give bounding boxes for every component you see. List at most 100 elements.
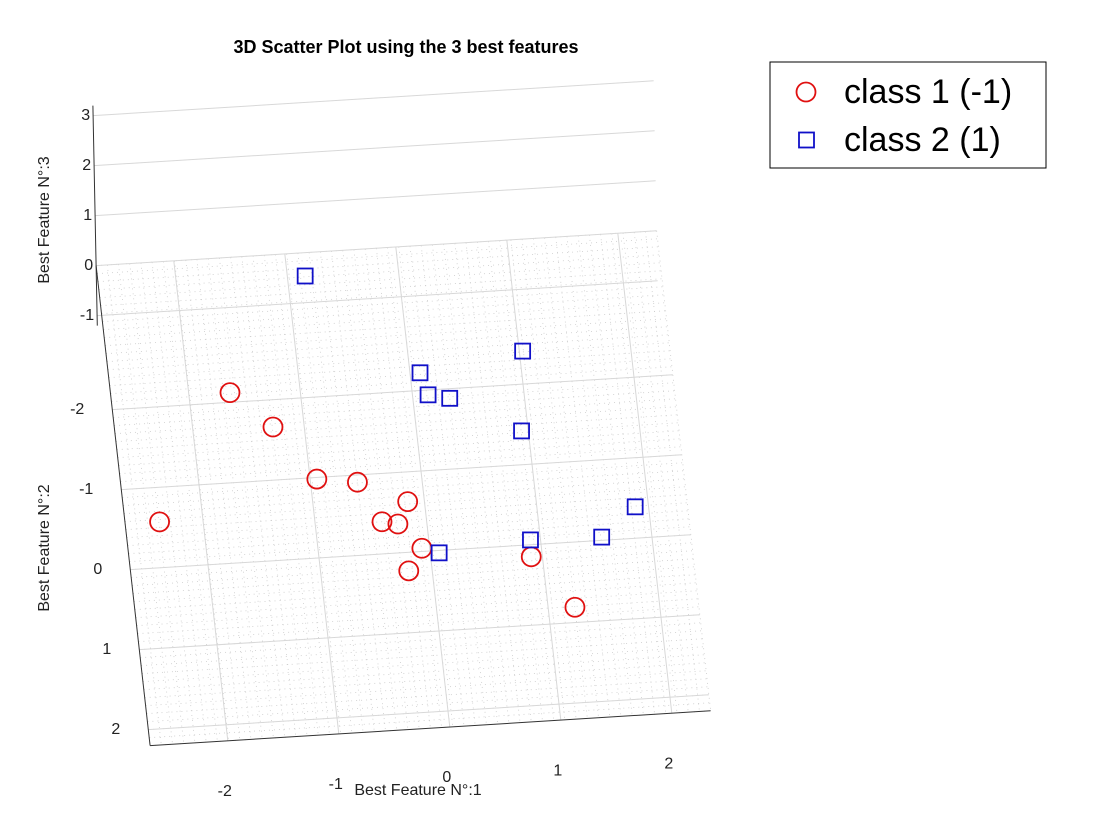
x-tick-label: 0 <box>442 769 451 786</box>
minor-grid <box>132 558 694 595</box>
minor-grid <box>544 237 599 718</box>
minor-grid <box>116 414 678 451</box>
minor-grid <box>476 241 532 722</box>
y-grid-line <box>139 614 700 651</box>
minor-grid <box>131 542 692 579</box>
point <box>149 511 170 533</box>
minor-grid <box>656 230 712 711</box>
chart-title: 3D Scatter Plot using the 3 best feature… <box>233 37 578 57</box>
point <box>441 389 459 407</box>
minor-grid <box>577 235 633 716</box>
minor-grid <box>230 257 286 738</box>
minor-grid <box>566 236 622 717</box>
minor-grid <box>342 250 398 731</box>
minor-grid <box>633 232 689 713</box>
y-tick-label: -2 <box>70 401 84 418</box>
minor-grid <box>119 438 681 475</box>
minor-grid <box>174 260 229 741</box>
minor-grid <box>143 654 705 691</box>
minor-grid <box>488 241 543 722</box>
minor-grid <box>387 247 442 728</box>
minor-grid <box>141 630 702 667</box>
x-tick-label: 1 <box>553 762 562 779</box>
minor-grid <box>207 258 263 739</box>
minor-grid <box>113 382 674 419</box>
minor-grid <box>97 246 659 283</box>
minor-grid <box>241 256 297 737</box>
y-tick-label: 1 <box>102 641 111 658</box>
minor-grid <box>308 252 364 733</box>
point <box>430 544 448 562</box>
x-tick-label: 2 <box>664 755 673 772</box>
z-axis-label: Best Feature N°:3 <box>36 156 53 283</box>
x-grid-line <box>284 253 340 734</box>
axis-line <box>92 105 98 326</box>
minor-grid <box>611 233 667 714</box>
axis-line <box>95 265 151 746</box>
legend-box <box>769 61 1047 169</box>
minor-grid <box>106 264 162 745</box>
z-grid-line <box>95 180 656 217</box>
y-tick-label: 0 <box>93 561 102 578</box>
point <box>347 471 368 493</box>
z-tick-label: 3 <box>81 107 90 124</box>
minor-grid <box>134 574 696 611</box>
x-grid-line <box>173 260 229 741</box>
minor-grid <box>140 622 701 659</box>
minor-grid <box>141 638 703 675</box>
point <box>411 537 433 559</box>
axis-line <box>150 710 711 747</box>
z-grid-line <box>93 80 654 117</box>
point <box>371 511 393 533</box>
minor-grid <box>103 294 664 331</box>
minor-grid <box>132 550 693 587</box>
minor-grid <box>124 486 686 523</box>
minor-grid <box>162 261 218 742</box>
minor-grid <box>263 255 319 736</box>
minor-grid <box>102 286 663 323</box>
minor-grid <box>122 462 683 499</box>
minor-grid <box>114 398 676 435</box>
minor-grid <box>120 446 681 483</box>
point <box>397 491 419 513</box>
minor-grid <box>432 244 487 725</box>
minor-grid <box>114 390 675 427</box>
minor-grid <box>98 254 660 291</box>
legend-label: class 2 (1) <box>844 121 1001 159</box>
minor-grid <box>146 678 708 715</box>
minor-grid <box>398 246 454 727</box>
minor-grid <box>106 326 668 363</box>
point <box>419 386 437 404</box>
minor-grid <box>137 598 699 635</box>
point <box>262 416 284 438</box>
z-tick-label: 0 <box>84 257 93 274</box>
minor-grid <box>115 406 677 443</box>
minor-grid <box>99 262 661 299</box>
minor-grid <box>409 246 465 727</box>
minor-grid <box>105 310 666 347</box>
minor-grid <box>252 255 308 736</box>
minor-grid <box>454 243 510 724</box>
minor-grid <box>588 234 644 716</box>
minor-grid <box>123 470 684 507</box>
minor-grid <box>133 566 695 603</box>
minor-grid <box>149 702 710 739</box>
point <box>411 364 429 382</box>
y-grid-line <box>130 534 691 571</box>
x-tick-label: -2 <box>218 783 232 800</box>
minor-grid <box>138 606 699 643</box>
minor-grid <box>104 302 665 339</box>
point <box>593 528 611 546</box>
minor-grid <box>275 254 330 735</box>
minor-grid <box>109 350 671 387</box>
point <box>522 531 539 549</box>
point <box>520 546 542 568</box>
x-grid-line <box>617 233 673 714</box>
minor-grid <box>219 257 274 739</box>
legend-marker <box>795 81 817 103</box>
x-grid-line <box>395 246 451 728</box>
z-tick-label: 1 <box>83 207 92 224</box>
minor-grid <box>110 358 672 395</box>
z-grid-line <box>97 280 658 317</box>
